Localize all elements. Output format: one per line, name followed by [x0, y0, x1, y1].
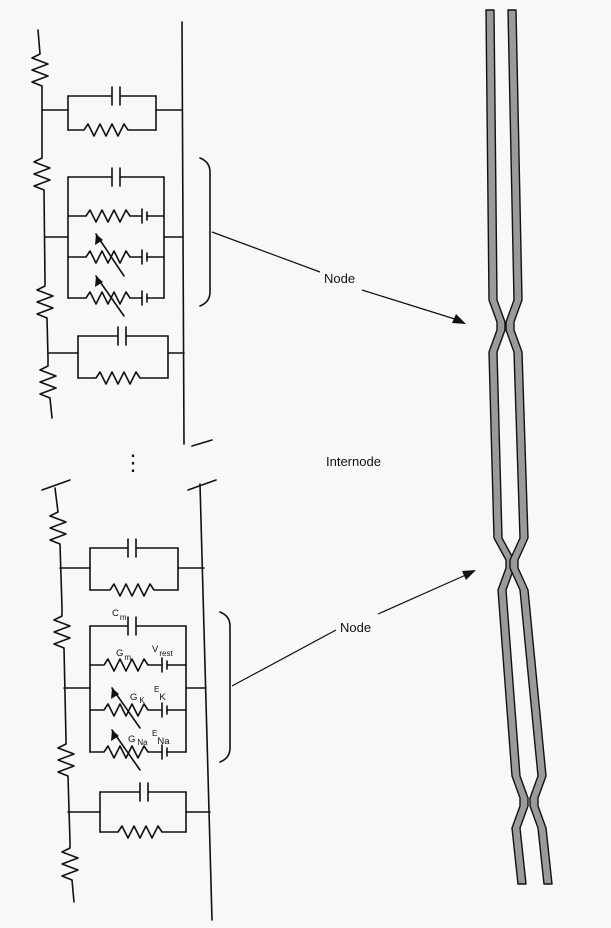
gm-label: Gm [116, 648, 131, 662]
upper-node-bracket [199, 157, 211, 307]
lower-node-bracket [219, 611, 231, 763]
break-mark-left [41, 479, 71, 491]
break-mark-right [187, 479, 217, 491]
upper-axial-resistor-chain [31, 29, 57, 419]
lower-node-arrow [377, 573, 469, 615]
circuit-continuation-ellipsis: ⋮ [122, 450, 144, 475]
gna-label: G Na [128, 734, 148, 747]
upper-internode-compartment-2 [47, 326, 185, 385]
ek-label: EK [154, 685, 166, 703]
upper-circuit [31, 21, 211, 445]
upper-node-connector-line [211, 231, 321, 273]
lower-internode-compartment-2 [67, 782, 211, 839]
upper-internode-compartment-1 [41, 86, 183, 137]
lower-node-label: Node [340, 620, 371, 635]
myelin-sheath-left [485, 9, 529, 885]
cm-label: Cm [112, 608, 127, 622]
lower-internode-compartment-1 [59, 538, 205, 597]
vrest-label: Vrest [152, 644, 173, 658]
internode-label: Internode [326, 454, 381, 469]
lower-node-compartment [63, 616, 207, 771]
upper-node-compartment [44, 167, 183, 317]
lower-axial-resistor-chain [49, 487, 79, 903]
myelinated-axon [485, 9, 553, 885]
lower-node-arrowhead [462, 570, 476, 580]
lower-extracellular-line [199, 483, 213, 921]
lower-node-connector-line [231, 629, 337, 687]
myelin-sheath-right [505, 9, 553, 885]
upper-node-arrowhead [452, 314, 466, 324]
upper-node-arrow [361, 289, 459, 321]
ena-label: ENa [152, 729, 170, 747]
upper-node-label: Node [324, 271, 355, 286]
break-mark-right-upper [191, 439, 213, 447]
upper-extracellular-line [181, 21, 185, 445]
callouts: Node Internode Node [211, 231, 476, 687]
